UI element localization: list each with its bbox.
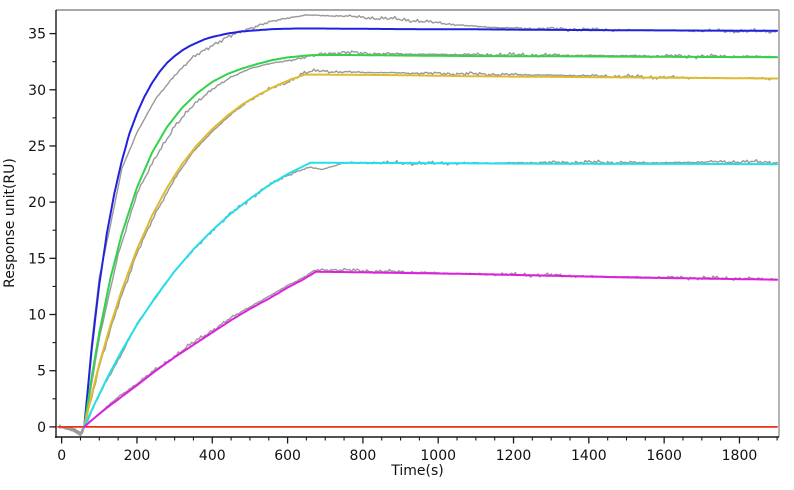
y-tick-label: 30	[28, 83, 46, 99]
x-tick-label: 0	[57, 448, 66, 464]
x-tick-label: 800	[350, 448, 377, 464]
x-tick-label: 1800	[722, 448, 758, 464]
x-tick-label: 400	[199, 448, 226, 464]
x-tick-label: 600	[274, 448, 301, 464]
series-experimental-trace-4	[59, 159, 778, 435]
y-axis: 0 5 10 15 20 25 30 35	[28, 27, 56, 436]
y-tick-label: 35	[28, 27, 46, 43]
y-tick-label: 10	[28, 308, 46, 324]
x-tick-label: 1000	[420, 448, 456, 464]
y-tick-label: 25	[28, 139, 46, 155]
x-axis: 0 200 400 600 800 1000 1200 1400 1600 1800	[57, 437, 778, 464]
series-fit-curve-cyan	[83, 161, 779, 428]
series-fit-curve-green	[83, 53, 779, 428]
series-experimental-trace-3	[59, 68, 778, 434]
plot-frame	[55, 9, 780, 438]
series-fit-curve-magenta	[83, 270, 779, 428]
x-tick-label: 200	[124, 448, 151, 464]
series-fit-curve-yellow	[83, 73, 779, 428]
y-tick-label: 15	[28, 251, 46, 267]
y-tick-label: 0	[37, 420, 46, 436]
x-tick-label: 1600	[646, 448, 682, 464]
series-layer	[57, 14, 779, 437]
x-tick-label: 1200	[496, 448, 532, 464]
y-tick-label: 5	[37, 364, 46, 380]
series-experimental-trace-2	[59, 50, 778, 437]
series-experimental-trace-5	[59, 267, 778, 434]
x-tick-label: 1400	[571, 448, 607, 464]
y-tick-label: 20	[28, 195, 46, 211]
y-axis-label: Response unit(RU)	[2, 158, 18, 288]
series-fit-curve-blue	[83, 27, 779, 428]
x-axis-label: Time(s)	[391, 463, 444, 479]
